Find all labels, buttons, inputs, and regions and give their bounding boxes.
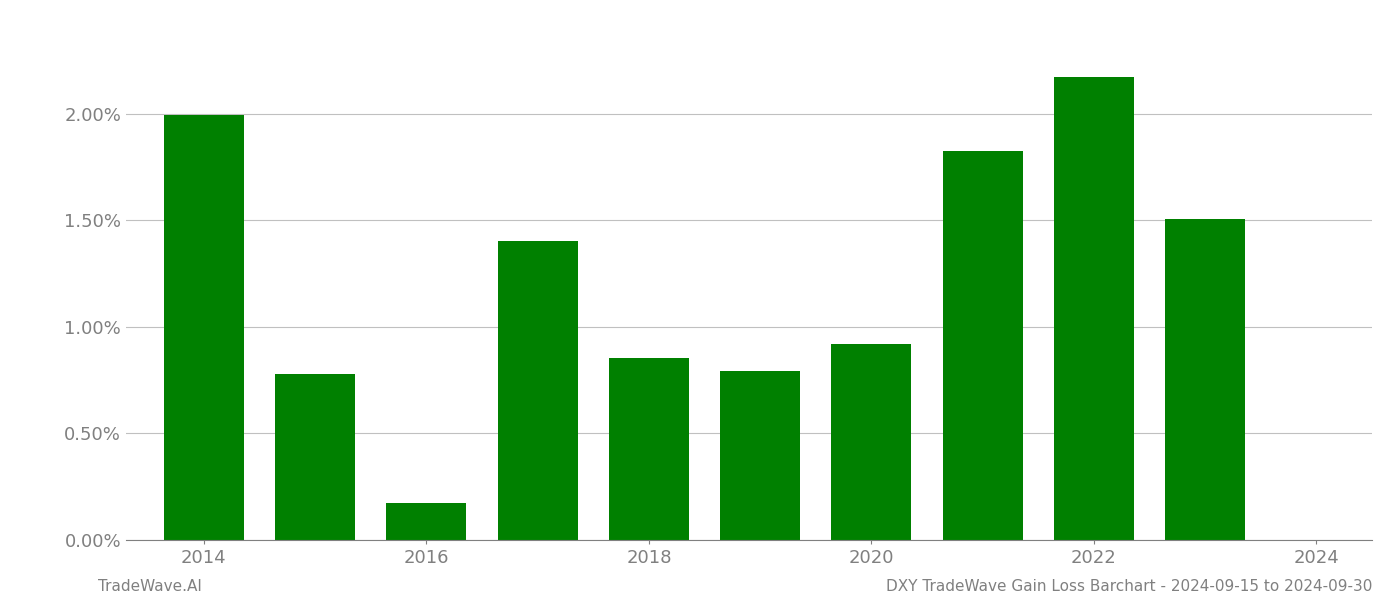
Bar xyxy=(497,241,578,540)
Bar xyxy=(942,151,1022,540)
Bar xyxy=(164,115,244,540)
Bar xyxy=(386,503,466,540)
Text: TradeWave.AI: TradeWave.AI xyxy=(98,579,202,594)
Bar xyxy=(720,371,801,540)
Text: DXY TradeWave Gain Loss Barchart - 2024-09-15 to 2024-09-30: DXY TradeWave Gain Loss Barchart - 2024-… xyxy=(886,579,1372,594)
Bar xyxy=(832,344,911,540)
Bar xyxy=(274,374,356,540)
Bar xyxy=(1054,77,1134,540)
Bar xyxy=(609,358,689,540)
Bar xyxy=(1165,220,1245,540)
